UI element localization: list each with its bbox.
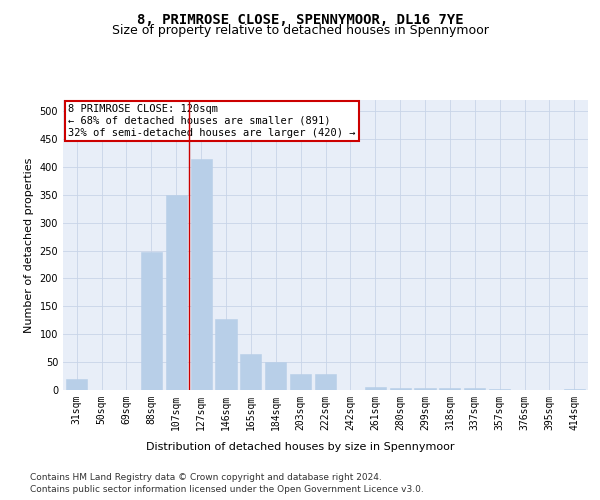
Bar xyxy=(389,388,411,390)
Text: 8, PRIMROSE CLOSE, SPENNYMOOR, DL16 7YE: 8, PRIMROSE CLOSE, SPENNYMOOR, DL16 7YE xyxy=(137,12,463,26)
Bar xyxy=(439,388,460,390)
Bar xyxy=(365,387,386,390)
Bar xyxy=(464,388,485,390)
Text: Size of property relative to detached houses in Spennymoor: Size of property relative to detached ho… xyxy=(112,24,488,37)
Bar xyxy=(215,318,236,390)
Text: Distribution of detached houses by size in Spennymoor: Distribution of detached houses by size … xyxy=(146,442,454,452)
Bar xyxy=(564,389,585,390)
Bar xyxy=(141,252,162,390)
Bar xyxy=(240,354,262,390)
Bar xyxy=(290,374,311,390)
Bar xyxy=(415,388,436,390)
Bar xyxy=(489,389,510,390)
Bar xyxy=(166,195,187,390)
Text: 8 PRIMROSE CLOSE: 120sqm
← 68% of detached houses are smaller (891)
32% of semi-: 8 PRIMROSE CLOSE: 120sqm ← 68% of detach… xyxy=(68,104,356,138)
Y-axis label: Number of detached properties: Number of detached properties xyxy=(24,158,34,332)
Bar xyxy=(265,362,286,390)
Text: Contains public sector information licensed under the Open Government Licence v3: Contains public sector information licen… xyxy=(30,485,424,494)
Bar xyxy=(191,158,212,390)
Text: Contains HM Land Registry data © Crown copyright and database right 2024.: Contains HM Land Registry data © Crown c… xyxy=(30,472,382,482)
Bar xyxy=(66,379,87,390)
Bar xyxy=(315,374,336,390)
